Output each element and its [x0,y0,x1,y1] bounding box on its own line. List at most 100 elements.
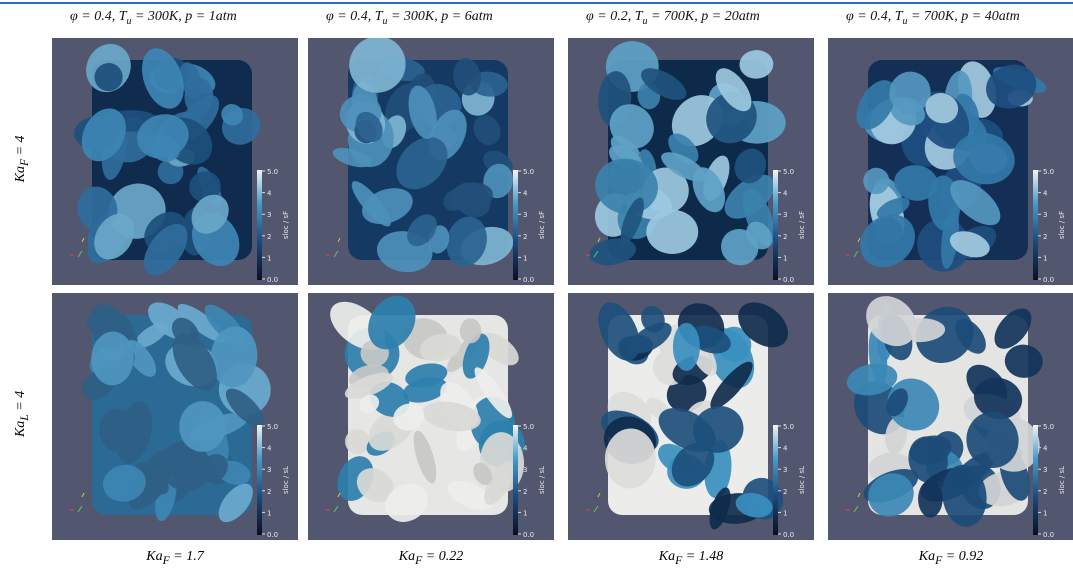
column-header: φ = 0.2, Tu = 700K, p = 20atm [586,9,806,29]
label-part: Ka [146,549,162,564]
colorbar-tick-label: 5.0 [267,168,278,176]
label-part: = 1.7 [170,549,204,564]
colorbar [773,170,778,280]
colorbar [257,425,262,535]
colorbar-tick-label: 2 [267,233,271,241]
colorbar-tick-label: 5.0 [523,423,534,431]
colorbar-tick-label: 1 [1043,509,1047,517]
label-part: φ = 0.4, T [326,9,382,24]
bottom-label: KaF = 0.92 [828,549,1073,567]
render-panel: 5.043210.0sloc / sL [828,293,1073,540]
colorbar-tick-label: 4 [267,190,272,198]
colorbar-tick-label: 2 [523,488,527,496]
label-part: Ka [13,421,28,437]
colorbar-tick-label: 1 [523,509,527,517]
colorbar-tick-label: 3 [1043,211,1047,219]
label-part: = 0.92 [942,549,983,564]
colorbar [1033,425,1038,535]
row-label: KaL = 4 [13,354,31,474]
panel-svg: 5.0 4 3 2 1 0.0 sloc / sF [52,38,298,285]
bottom-label: KaF = 1.7 [52,549,298,567]
label-part: Ka [919,549,935,564]
colorbar-tick-label: 0.0 [1043,276,1054,284]
bottom-label: KaF = 1.48 [568,549,814,567]
colorbar-tick-label: 5.0 [1043,423,1054,431]
label-part: = 300K, p = 1atm [131,9,236,24]
colorbar [1033,170,1038,280]
label-part: = 1.48 [682,549,723,564]
colorbar-tick-label: 3 [783,211,787,219]
colorbar-tick-label: 0.0 [267,276,278,284]
label-part: φ = 0.2, T [586,9,642,24]
colorbar-tick-label: 4 [523,445,528,453]
label-part: Ka [659,549,675,564]
colorbar-tick-label: 1 [1043,254,1047,262]
surface-cell [673,323,700,371]
panel-svg: 5.0 4 3 2 1 0.0 sloc / sF [308,38,554,285]
row-label: KaF = 4 [13,99,31,219]
colorbar-tick-label: 1 [267,254,271,262]
surface-cell [460,318,481,343]
colorbar-tick-label: 2 [783,233,787,241]
label-part: = 300K, p = 6atm [387,9,492,24]
colorbar-tick-label: 4 [783,190,788,198]
render-panel: 5.043210.0sloc / sL [568,293,814,540]
label-part: = 700K, p = 20atm [647,9,759,24]
colorbar-tick-label: 2 [1043,233,1047,241]
label-part: φ = 0.4, T [70,9,126,24]
colorbar [513,170,518,280]
label-part: = 4 [13,391,28,414]
colorbar-title: sloc / sL [798,466,806,494]
colorbar-tick-label: 1 [783,509,787,517]
top-rule [0,2,1073,4]
label-part: = 700K, p = 40atm [907,9,1019,24]
colorbar-tick-label: 4 [1043,190,1048,198]
colorbar-title: sloc / sL [538,466,546,494]
colorbar-title: sloc / sF [538,211,546,239]
panel-svg: 5.0 4 3 2 1 0.0 sloc / sL [308,293,554,540]
colorbar-tick-label: 2 [523,233,527,241]
colorbar-tick-label: 3 [267,211,271,219]
colorbar-title: sloc / sL [1058,466,1066,494]
colorbar-tick-label: 2 [1043,488,1047,496]
colorbar-title: sloc / sF [1058,211,1066,239]
colorbar-tick-label: 0.0 [783,276,794,284]
colorbar-tick-label: 0.0 [1043,531,1054,539]
render-panel: 5.0 4 3 2 1 0.0 sloc / sF [308,38,554,285]
colorbar-tick-label: 2 [783,488,787,496]
colorbar-tick-label: 0.0 [267,531,278,539]
colorbar [257,170,262,280]
colorbar [513,425,518,535]
colorbar-tick-label: 5.0 [783,423,794,431]
panel-svg: 5.043210.0sloc / sL [828,293,1073,540]
colorbar-tick-label: 0.0 [523,276,534,284]
colorbar-tick-label: 1 [523,254,527,262]
label-part: = 4 [13,135,28,158]
colorbar-tick-label: 4 [523,190,528,198]
column-header: φ = 0.4, Tu = 300K, p = 6atm [326,9,546,29]
colorbar-title: sloc / sF [798,211,806,239]
colorbar-tick-label: 5.0 [523,168,534,176]
render-panel: 5.043210.0sloc / sL [52,293,298,540]
colorbar-title: sloc / sF [282,211,290,239]
colorbar-tick-label: 0.0 [783,531,794,539]
column-header: φ = 0.4, Tu = 700K, p = 40atm [846,9,1066,29]
colorbar-tick-label: 3 [523,211,527,219]
colorbar-tick-label: 1 [783,254,787,262]
colorbar-tick-label: 4 [1043,445,1048,453]
colorbar-tick-label: 3 [523,466,527,474]
label-part: F [18,159,31,166]
figure: φ = 0.4, Tu = 300K, p = 1atmφ = 0.4, Tu … [0,0,1073,570]
colorbar-tick-label: 4 [267,445,272,453]
colorbar-tick-label: 4 [783,445,788,453]
colorbar-tick-label: 0.0 [523,531,534,539]
render-panel: 5.0 4 3 2 1 0.0 sloc / sL [308,293,554,540]
render-panel: 5.0 4 3 2 1 0.0 sloc / sF [52,38,298,285]
label-part: L [18,414,31,420]
render-panel: 5.043210.0sloc / sF [828,38,1073,285]
